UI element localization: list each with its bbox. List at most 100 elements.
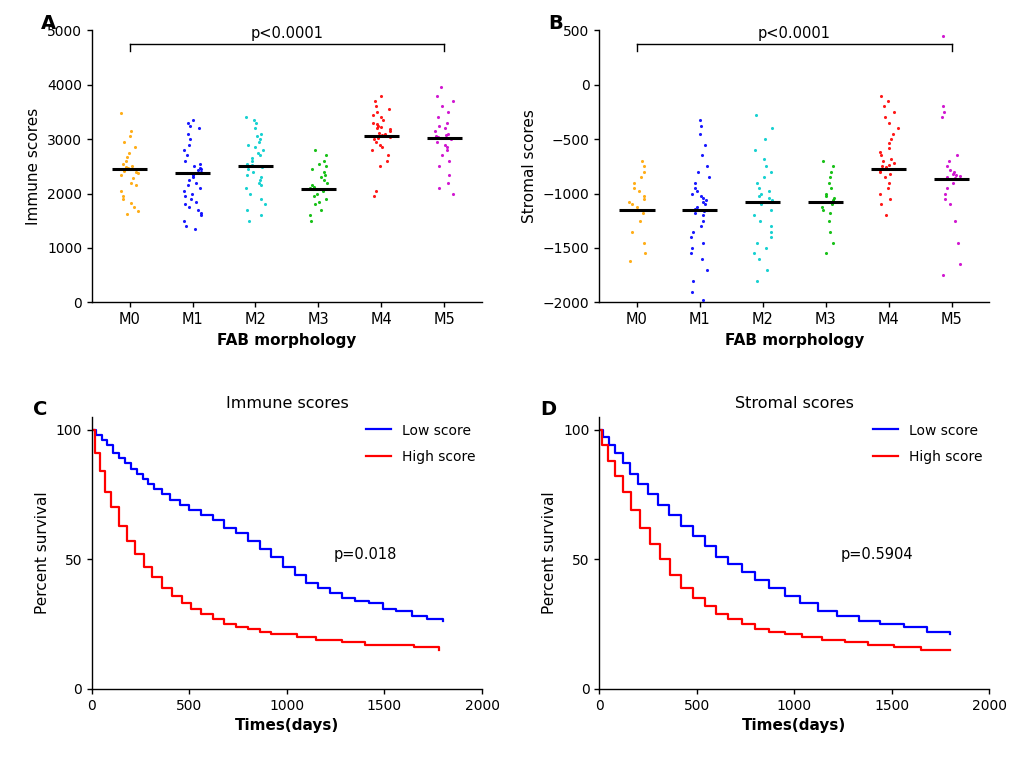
High score (663, 570, 676, 579)
Point (310, 195, 326, 207)
Point (889, 122, 905, 134)
Point (817, 190, 834, 202)
Point (880, 117, 897, 129)
Low score (873, 619, 886, 628)
Point (629, 201, 645, 213)
Low score (254, 544, 266, 553)
Point (302, 182, 318, 195)
Point (882, 153, 899, 165)
Point (238, 111, 255, 123)
Point (113, 185, 129, 197)
Low score (113, 453, 125, 463)
High score (777, 630, 790, 639)
Point (748, 176, 764, 188)
Point (120, 162, 137, 174)
High score (105, 503, 117, 512)
Low score (686, 531, 698, 540)
Point (762, 220, 779, 232)
Low score (662, 511, 675, 520)
Title: Immune scores: Immune scores (225, 397, 347, 411)
Point (631, 215, 647, 227)
Point (380, 103, 396, 115)
High score (762, 628, 774, 637)
Low score (641, 490, 653, 499)
Point (753, 198, 769, 210)
Point (700, 171, 716, 183)
Point (427, 125, 443, 137)
High score (207, 615, 219, 624)
Point (688, 201, 704, 213)
Low score (944, 630, 956, 639)
Point (871, 188, 888, 200)
Point (745, 248, 761, 260)
Point (760, 192, 776, 204)
Point (125, 173, 142, 185)
Low score (389, 606, 401, 615)
High score (592, 425, 604, 435)
Point (123, 198, 140, 210)
High score (634, 524, 646, 533)
Point (636, 190, 652, 202)
High score (653, 555, 665, 564)
Point (372, 160, 388, 173)
Point (693, 120, 709, 132)
Point (686, 203, 702, 215)
Y-axis label: Stromal scores: Stromal scores (522, 110, 537, 223)
Point (249, 130, 265, 142)
Point (244, 159, 260, 171)
Point (432, 132, 448, 144)
Point (129, 205, 146, 217)
Low score (675, 521, 687, 530)
Point (952, 258, 968, 270)
Point (949, 236, 965, 248)
Point (689, 185, 705, 198)
Point (119, 208, 136, 220)
Point (629, 204, 645, 216)
Point (437, 129, 453, 141)
Point (696, 198, 712, 210)
High score (146, 573, 158, 582)
Low score (762, 583, 774, 592)
Point (248, 117, 264, 129)
Point (373, 121, 389, 133)
High score (89, 448, 101, 457)
Point (438, 117, 454, 129)
Point (692, 190, 708, 202)
Low score (406, 612, 418, 621)
Point (431, 182, 447, 195)
Point (751, 215, 767, 227)
Point (935, 106, 952, 118)
Low score (363, 599, 375, 608)
Point (883, 128, 900, 140)
High score (748, 625, 760, 634)
Point (933, 111, 950, 123)
Point (871, 164, 888, 176)
Point (364, 144, 380, 156)
Point (184, 171, 201, 183)
High score (128, 550, 141, 559)
Point (436, 122, 452, 134)
Point (115, 193, 131, 205)
Low score (86, 425, 98, 435)
Point (694, 192, 710, 204)
Point (886, 163, 902, 175)
Point (244, 152, 260, 164)
Low score (596, 433, 608, 442)
Point (112, 169, 128, 181)
Low score (748, 575, 760, 584)
Point (368, 122, 384, 134)
Point (445, 188, 462, 200)
Legend: Low score, High score: Low score, High score (365, 424, 475, 464)
Point (697, 139, 713, 151)
Point (430, 131, 446, 143)
Point (756, 133, 772, 145)
Point (433, 101, 449, 113)
Point (252, 171, 268, 183)
Point (685, 226, 701, 238)
Point (698, 160, 714, 173)
Low score (777, 591, 790, 600)
Point (239, 139, 256, 151)
Point (687, 182, 703, 195)
Point (251, 136, 267, 148)
Point (318, 176, 334, 188)
